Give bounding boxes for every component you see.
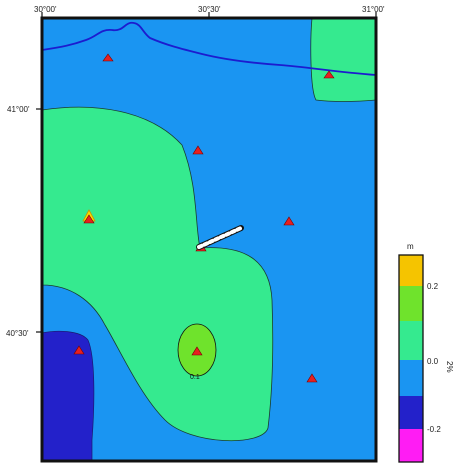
- colorbar-tick: 0.0: [427, 357, 439, 366]
- map-ticks: [36, 12, 377, 333]
- coastline: [42, 21, 376, 76]
- station-marker: [283, 216, 295, 226]
- tick-label-lon-30-00: 30°00': [34, 5, 57, 14]
- station-marker: [192, 145, 204, 155]
- station-marker: [83, 214, 95, 224]
- tick-label-lat-41-00: 41°00': [7, 105, 30, 114]
- green-northeast-zone: [310, 18, 376, 102]
- tick-label-lon-30-30: 30°30': [198, 5, 221, 14]
- station-marker: [191, 346, 203, 356]
- colorbar-tick: -0.2: [427, 425, 441, 434]
- negative-southwest-zone: [42, 330, 95, 461]
- contour-label: 0.1: [190, 374, 200, 381]
- map-panel: 0.1: [42, 18, 376, 461]
- colorbar: [398, 254, 424, 463]
- station-marker: [306, 373, 318, 383]
- station-marker: [73, 345, 85, 355]
- tick-label-lat-40-30: 40°30': [6, 329, 29, 338]
- colorbar-unit: m: [407, 242, 414, 251]
- station-marker: [323, 70, 335, 79]
- tick-label-lon-31-00: 31°00': [362, 5, 385, 14]
- colorbar-tick: 0.2: [427, 282, 439, 291]
- station-marker: [102, 53, 114, 62]
- colorbar-side-label: 2%: [445, 361, 454, 373]
- fault-segment: [196, 225, 244, 250]
